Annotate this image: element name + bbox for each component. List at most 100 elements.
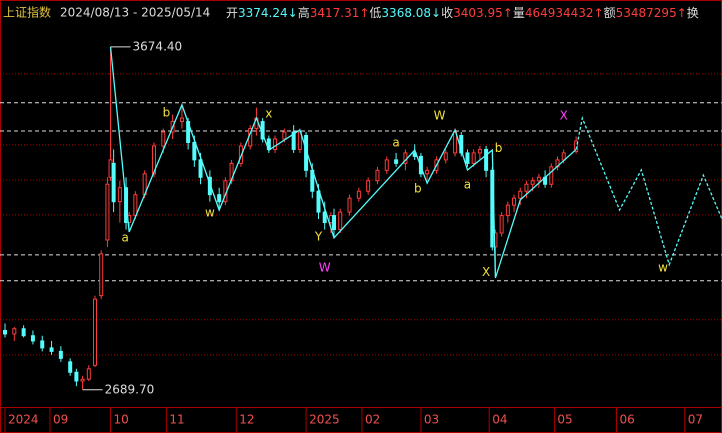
stat-arrow: ↑ bbox=[359, 6, 369, 20]
stat-label: 低 bbox=[369, 6, 381, 20]
candle-body bbox=[484, 148, 489, 171]
x-tick-label: 2024 bbox=[8, 413, 39, 427]
candle-body bbox=[179, 117, 184, 123]
degree-label: X bbox=[560, 109, 568, 123]
stat-value: 3368.08 bbox=[381, 6, 431, 20]
stat-label: 收 bbox=[441, 6, 453, 20]
wave-label: b bbox=[163, 105, 171, 119]
wave-label: b bbox=[495, 141, 503, 155]
wave-label: a bbox=[464, 177, 471, 191]
candle-body bbox=[108, 159, 113, 178]
candle-body bbox=[12, 328, 17, 335]
x-tick-label: 12 bbox=[239, 413, 254, 427]
candle-body bbox=[356, 190, 361, 199]
candle-body bbox=[338, 211, 343, 231]
candle-body bbox=[273, 138, 278, 150]
candle-body bbox=[471, 152, 476, 164]
candle-body bbox=[133, 194, 138, 217]
candle-body bbox=[3, 329, 7, 335]
candle-body bbox=[161, 131, 166, 147]
x-tick-label: 2025 bbox=[309, 413, 340, 427]
candle-body bbox=[425, 169, 430, 175]
x-tick-label: 11 bbox=[169, 413, 184, 427]
wave-label: b bbox=[414, 181, 422, 195]
annotation-label: 2689.70 bbox=[105, 382, 155, 396]
candle-body bbox=[477, 148, 482, 154]
candle-body bbox=[499, 215, 504, 234]
candle-body bbox=[282, 131, 287, 140]
candle-body bbox=[198, 159, 203, 178]
candle-body bbox=[505, 204, 510, 217]
stat-value: 53487295 bbox=[616, 6, 677, 20]
stat-arrow: ↑ bbox=[677, 6, 687, 20]
annotation-label: 3674.40 bbox=[133, 39, 183, 53]
candle-body bbox=[322, 211, 327, 224]
x-tick-label: 02 bbox=[365, 413, 380, 427]
candle-body bbox=[394, 159, 399, 164]
candle-body bbox=[384, 159, 389, 171]
x-tick-label: 06 bbox=[619, 413, 634, 427]
candle-body bbox=[217, 194, 222, 203]
candle-body bbox=[530, 180, 535, 185]
wave-label: w bbox=[658, 260, 668, 274]
stat-arrow: ↑ bbox=[503, 6, 513, 20]
stat-label: 换 bbox=[687, 6, 699, 20]
candle-body bbox=[524, 183, 529, 192]
stat-label: 额 bbox=[604, 6, 616, 20]
candle-body bbox=[111, 162, 116, 203]
x-tick-label: 04 bbox=[492, 413, 507, 427]
candle-body bbox=[105, 183, 110, 241]
wave-line bbox=[109, 46, 577, 279]
wave-label: W bbox=[434, 109, 446, 123]
wave-label: x bbox=[265, 106, 272, 120]
date-range: 2024/08/13 - 2025/05/14 bbox=[60, 6, 210, 20]
candle-body bbox=[443, 152, 448, 161]
stat-arrow: ↑ bbox=[594, 6, 604, 20]
wave-label: X bbox=[482, 265, 490, 279]
stat-arrow: ↓ bbox=[288, 6, 298, 20]
x-tick-label: 05 bbox=[557, 413, 572, 427]
candle-body bbox=[86, 368, 91, 380]
wave-label: a bbox=[121, 230, 128, 244]
candle-body bbox=[536, 176, 541, 182]
stat-value: 3374.24 bbox=[238, 6, 288, 20]
stat-label: 量 bbox=[513, 6, 525, 20]
stat-value: 3417.31 bbox=[310, 6, 360, 20]
candle-body bbox=[99, 253, 104, 297]
chart-title: 上证指数 bbox=[3, 5, 51, 20]
projection bbox=[575, 115, 722, 267]
candle-body bbox=[49, 347, 54, 352]
candle-body bbox=[21, 328, 26, 337]
candle-body bbox=[192, 141, 197, 161]
candle-body bbox=[30, 335, 35, 342]
candle-body bbox=[40, 340, 45, 349]
wave-label: a bbox=[392, 135, 399, 149]
stat-label: 开 bbox=[226, 6, 238, 20]
x-tick-label: 10 bbox=[114, 413, 129, 427]
candle-body bbox=[58, 350, 63, 359]
x-tick-label: 07 bbox=[688, 413, 703, 427]
candle-body bbox=[316, 190, 321, 213]
candle-body bbox=[207, 176, 212, 196]
candle-body bbox=[68, 361, 73, 373]
candle-body bbox=[238, 145, 243, 164]
candle-body bbox=[332, 215, 337, 231]
candle-body bbox=[117, 187, 122, 203]
wave-label: Y bbox=[314, 229, 323, 243]
candle-body bbox=[74, 371, 79, 382]
candle-body bbox=[574, 140, 579, 152]
candle-body bbox=[366, 180, 371, 192]
x-tick-label: 03 bbox=[424, 413, 439, 427]
degree-label: W bbox=[319, 260, 331, 274]
stat-arrow: ↓ bbox=[431, 6, 441, 20]
stat-label: 高 bbox=[298, 5, 310, 20]
candle-body bbox=[375, 169, 380, 182]
candle-body bbox=[512, 197, 517, 206]
stats: 开3374.24↓高3417.31↑低3368.08↓收3403.95↑量464… bbox=[226, 5, 699, 20]
candle-body bbox=[465, 152, 470, 164]
stat-value: 464934432 bbox=[525, 6, 594, 20]
x-tick-label: 09 bbox=[53, 413, 68, 427]
stat-value: 3403.95 bbox=[453, 6, 503, 20]
candle-body bbox=[518, 190, 523, 199]
